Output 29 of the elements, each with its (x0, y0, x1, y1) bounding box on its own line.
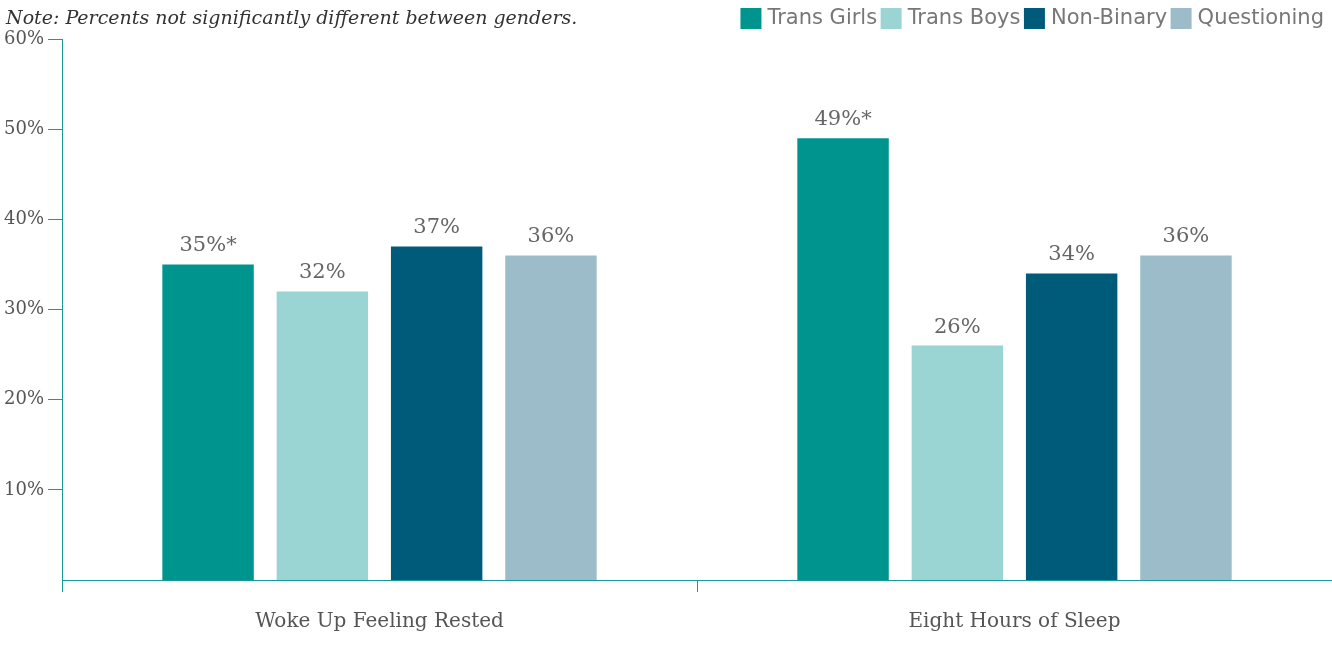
y-tick-label: 60% (3, 26, 45, 48)
y-tick-label: 10% (3, 477, 45, 499)
y-tick-label: 20% (3, 387, 45, 409)
bar (162, 264, 254, 580)
data-label: 36% (1162, 223, 1210, 248)
y-tick-label: 50% (3, 116, 45, 138)
legend-label: Trans Girls (766, 4, 878, 29)
bar (505, 255, 597, 580)
data-label: 32% (299, 259, 346, 284)
legend-label: Questioning (1197, 4, 1325, 29)
legend-label: Trans Boys (906, 4, 1021, 29)
y-tick-label: 30% (3, 297, 45, 319)
data-label: 37% (413, 214, 460, 239)
x-tick-label: Eight Hours of Sleep (908, 608, 1121, 633)
text: Note: Percents not significantly different between genders. (6, 6, 578, 28)
data-label: 35%* (179, 232, 238, 257)
bar (390, 246, 483, 580)
y-tick-label: 40% (3, 207, 45, 229)
data-label: 26% (934, 313, 981, 338)
x-tick-label: Woke Up Feeling Rested (255, 608, 505, 633)
data-label: 34% (1048, 241, 1095, 266)
bar (1025, 273, 1118, 580)
data-label: 49%* (814, 106, 873, 131)
data-label: 36% (527, 223, 575, 248)
bar (276, 291, 369, 580)
bar (911, 345, 1004, 580)
legend-label: Non-Binary (1050, 4, 1168, 29)
bar (1140, 255, 1232, 580)
bar (797, 138, 889, 580)
